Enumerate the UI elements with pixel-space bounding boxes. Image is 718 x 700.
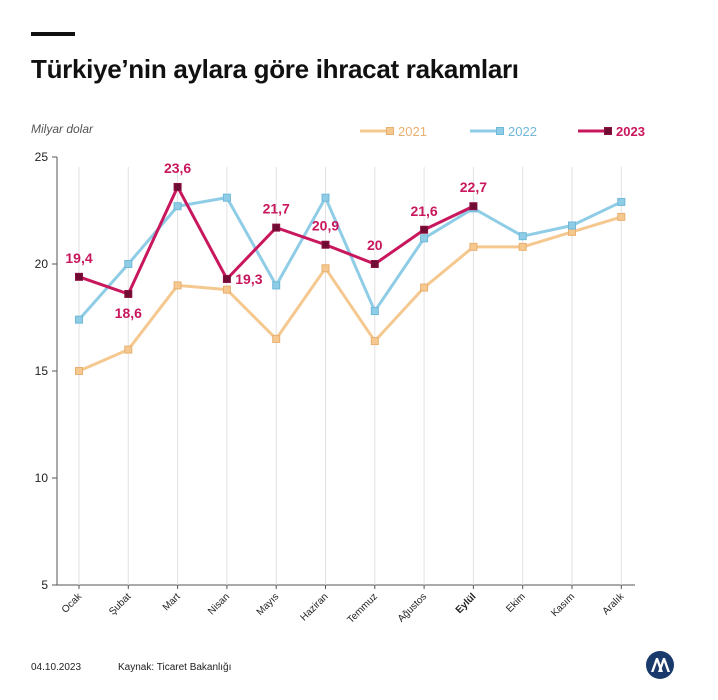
data-point-2023 [370, 260, 379, 268]
data-point-2021 [124, 345, 133, 354]
data-point-2023 [469, 202, 478, 211]
data-label-2023: 22,7 [460, 179, 487, 195]
data-point-2023 [272, 223, 281, 232]
x-tick-label: Kasım [549, 591, 577, 619]
data-point-2022 [518, 232, 527, 241]
footer-date: 04.10.2023 [31, 662, 82, 673]
title-accent-rule [31, 32, 75, 36]
x-tick-label: Mayıs [255, 591, 282, 618]
data-label-2023: 21,7 [263, 201, 290, 217]
data-point-2022 [124, 260, 133, 268]
data-point-2022 [617, 197, 626, 206]
data-point-2023 [222, 274, 231, 283]
data-label-2023: 20 [367, 237, 383, 253]
x-tick-label: Haziran [298, 591, 330, 623]
data-point-2023 [321, 240, 330, 249]
y-tick-label: 10 [35, 471, 49, 485]
data-point-2023 [124, 289, 133, 298]
data-point-2021 [173, 281, 182, 290]
data-label-2023: 23,6 [164, 160, 191, 176]
y-tick-label: 20 [35, 257, 49, 271]
data-label-2023: 20,9 [312, 218, 339, 234]
legend-label-2021: 2021 [398, 124, 427, 139]
data-point-2022 [75, 315, 83, 324]
page-title: Türkiye’nin aylara göre ihracat rakamlar… [31, 54, 519, 84]
data-point-2021 [75, 367, 83, 375]
x-tick-label: Ocak [60, 591, 85, 616]
data-point-2022 [222, 193, 231, 202]
footer-source: Kaynak: Ticaret Bakanlığı [118, 662, 232, 673]
data-label-2023: 19,3 [235, 271, 262, 287]
data-point-2021 [222, 285, 231, 294]
x-tick-label: Eylül [454, 591, 479, 616]
legend-marker-2023 [604, 127, 612, 135]
y-tick-label: 5 [41, 578, 48, 592]
legend-label-2022: 2022 [508, 124, 537, 139]
y-axis-label: Milyar dolar [31, 122, 94, 136]
y-tick-label: 15 [35, 364, 49, 378]
data-point-2021 [518, 242, 527, 251]
data-label-2023: 18,6 [115, 305, 142, 321]
data-point-2022 [568, 221, 576, 230]
aa-logo-icon [646, 651, 674, 679]
series-line-2022 [77, 196, 622, 321]
x-tick-label: Mart [161, 591, 183, 613]
x-tick-label: Aralık [601, 591, 628, 618]
y-tick-label: 25 [35, 150, 49, 164]
data-point-2022 [272, 281, 281, 290]
x-tick-label: Ekim [504, 591, 528, 615]
data-point-2021 [420, 283, 429, 292]
data-point-2023 [420, 225, 429, 234]
series-line-2021 [78, 215, 622, 373]
data-point-2022 [420, 234, 429, 243]
legend-label-2023: 2023 [616, 124, 645, 139]
data-point-2023 [173, 182, 182, 191]
data-point-2021 [617, 212, 626, 221]
legend-marker-2021 [386, 127, 394, 135]
data-point-2023 [75, 272, 83, 281]
legend-marker-2022 [496, 127, 504, 135]
data-point-2021 [272, 334, 281, 343]
x-tick-label: Nisan [206, 591, 232, 617]
x-tick-label: Şubat [107, 591, 133, 617]
data-point-2022 [173, 202, 182, 211]
x-tick-label: Temmuz [345, 591, 380, 626]
data-label-2023: 19,4 [65, 250, 92, 266]
x-tick-label: Ağustos [396, 591, 429, 624]
data-point-2021 [370, 337, 379, 346]
data-point-2022 [321, 193, 330, 202]
data-point-2021 [321, 264, 330, 273]
data-label-2023: 21,6 [410, 203, 437, 219]
data-point-2022 [370, 307, 379, 316]
data-point-2021 [469, 242, 478, 251]
